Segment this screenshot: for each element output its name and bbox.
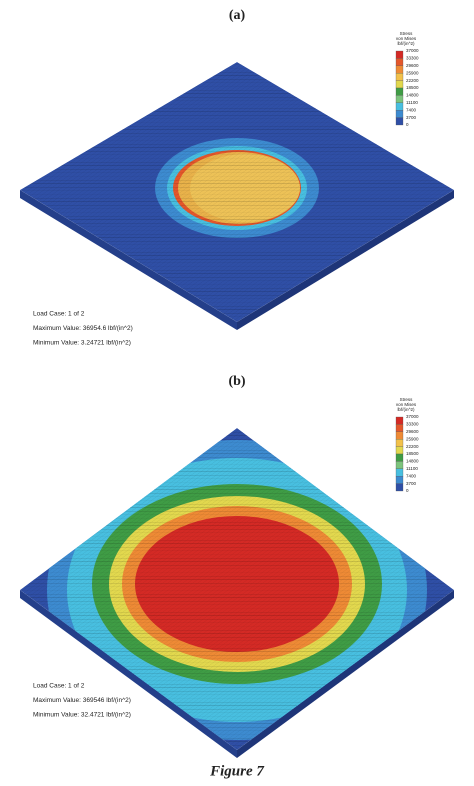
legend-level: 37000: [406, 414, 419, 419]
info-line: Minimum Value: 3.24721 lbf/(in^2): [33, 340, 131, 347]
legend-swatch: [395, 446, 404, 455]
info-line: Maximum Value: 369546 lbf/(in^2): [33, 697, 131, 704]
legend-swatch: [395, 476, 404, 484]
legend-swatch: [395, 58, 404, 66]
panel-label: (a): [229, 8, 246, 23]
info-line: Load Case: 1 of 2: [33, 311, 85, 318]
legend-swatch: [395, 87, 404, 96]
legend-title: lbf/(in^2): [397, 41, 415, 46]
legend-level: 7400: [406, 473, 417, 478]
legend-level: 7400: [406, 107, 417, 112]
legend-swatch: [395, 50, 404, 59]
legend-swatch: [395, 102, 404, 111]
panel-label: (b): [228, 374, 245, 389]
legend-level: 18500: [406, 451, 419, 456]
legend-level: 22200: [406, 78, 419, 83]
legend-level: 29600: [406, 429, 419, 434]
legend-level: 33300: [406, 56, 419, 61]
legend-swatch: [395, 431, 404, 440]
legend-swatch: [395, 453, 404, 462]
legend-level: 18500: [406, 85, 419, 90]
info-line: Maximum Value: 36954.6 lbf/(in^2): [33, 325, 133, 332]
legend-level: 3700: [406, 115, 417, 120]
legend-level: 0: [406, 122, 409, 127]
info-line: Minimum Value: 32.4721 lbf/(in^2): [33, 712, 131, 719]
legend-swatch: [395, 117, 404, 126]
legend-level: 29600: [406, 63, 419, 68]
legend-swatch: [395, 439, 404, 447]
legend-level: 25900: [406, 436, 419, 441]
legend-title: lbf/(in^2): [397, 407, 415, 412]
legend-level: 37000: [406, 48, 419, 53]
legend-level: 0: [406, 488, 409, 493]
legend-swatch: [395, 461, 404, 469]
legend-level: 11100: [406, 466, 418, 471]
plate-b: [20, 428, 454, 758]
legend-title: Stress: [400, 31, 414, 36]
legend-swatch: [395, 468, 404, 477]
legend-swatch: [395, 483, 404, 492]
legend-swatch: [395, 424, 404, 432]
legend-level: 11100: [406, 100, 418, 105]
info-line: Load Case: 1 of 2: [33, 683, 85, 690]
legend-swatch: [395, 416, 404, 425]
legend-swatch: [395, 110, 404, 118]
legend-level: 25900: [406, 70, 419, 75]
legend-level: 14800: [406, 93, 419, 98]
legend-title: Stress: [400, 397, 414, 402]
legend-title: von Mises: [396, 402, 417, 407]
legend-swatch: [395, 73, 404, 81]
legend-level: 3700: [406, 481, 417, 486]
caption: Figure 7: [209, 763, 264, 779]
legend-level: 22200: [406, 444, 419, 449]
legend-title: von Mises: [396, 36, 417, 41]
legend-swatch: [395, 65, 404, 74]
legend-swatch: [395, 95, 404, 103]
legend-level: 33300: [406, 422, 419, 427]
legend-swatch: [395, 80, 404, 89]
legend-level: 14800: [406, 459, 419, 464]
